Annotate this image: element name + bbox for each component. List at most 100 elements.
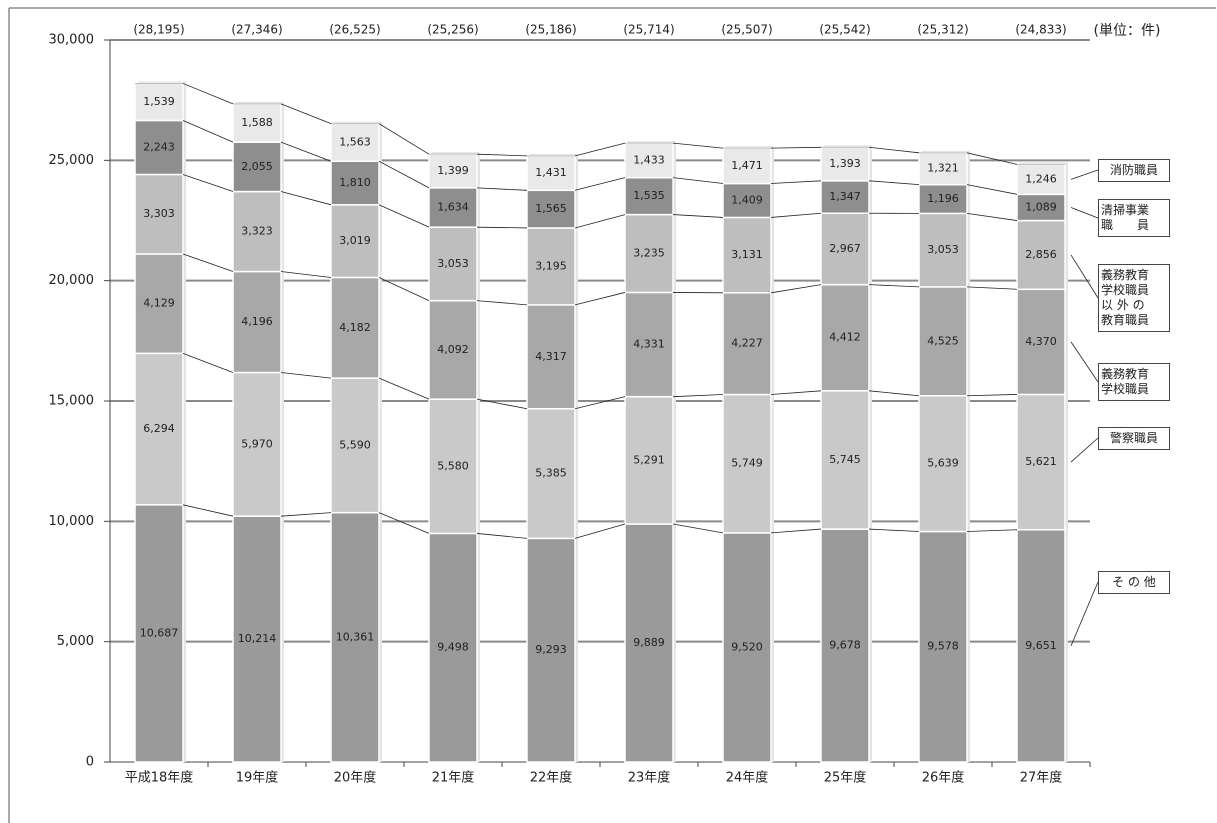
total-label: (25,312) xyxy=(917,23,968,37)
bar-segment xyxy=(820,180,870,214)
value-label: 3,131 xyxy=(731,248,763,261)
value-label: 5,970 xyxy=(241,437,273,450)
bar-segment xyxy=(1016,193,1066,222)
value-label: 1,810 xyxy=(339,176,371,189)
x-tick-label: 19年度 xyxy=(236,770,279,786)
total-label: (26,525) xyxy=(329,23,380,37)
value-label: 1,393 xyxy=(829,157,861,170)
connector xyxy=(280,103,332,125)
connector xyxy=(182,504,234,517)
value-label: 5,621 xyxy=(1025,455,1057,468)
bar-segment xyxy=(330,276,380,379)
x-tick-label: 25年度 xyxy=(824,770,867,786)
value-label: 5,639 xyxy=(927,457,959,470)
connector xyxy=(868,284,920,288)
legend-entry: そ の 他 xyxy=(1098,570,1170,594)
total-label: (27,346) xyxy=(231,23,282,37)
connector xyxy=(574,177,626,191)
connector xyxy=(770,146,822,149)
value-label: 3,195 xyxy=(535,259,567,272)
value-label: 9,651 xyxy=(1025,639,1057,652)
value-label: 1,563 xyxy=(339,135,371,148)
bar-segment xyxy=(918,183,968,215)
bar-segment xyxy=(1016,288,1066,396)
connector xyxy=(182,174,234,192)
legend-entry: 消防職員 xyxy=(1098,158,1170,182)
connector xyxy=(672,394,724,398)
bar-segment xyxy=(918,152,968,186)
connector xyxy=(574,396,626,410)
connector xyxy=(378,377,430,400)
connector xyxy=(574,142,626,157)
x-tick-label: 22年度 xyxy=(530,770,573,786)
legend-entry: 清掃事業 職 員 xyxy=(1098,199,1170,237)
y-tick-label: 10,000 xyxy=(49,514,95,529)
value-label: 4,331 xyxy=(633,338,665,351)
bar-segment xyxy=(232,103,282,143)
legend-leader xyxy=(1070,207,1099,219)
value-label: 5,590 xyxy=(339,438,371,451)
connector xyxy=(672,142,724,149)
bar-segment xyxy=(232,190,282,273)
bar-segment xyxy=(1016,219,1066,291)
x-tick-label: 20年度 xyxy=(334,770,377,786)
value-label: 1,321 xyxy=(927,162,959,175)
value-label: 9,293 xyxy=(535,643,567,656)
y-tick-label: 0 xyxy=(86,755,94,770)
connector xyxy=(476,187,528,191)
value-label: 1,535 xyxy=(633,189,665,202)
connector xyxy=(966,213,1018,221)
unit-label: (単位：件) xyxy=(1094,23,1161,39)
connector xyxy=(770,180,822,184)
bar-segment xyxy=(918,395,968,533)
connector xyxy=(868,528,920,532)
bar-segment xyxy=(722,216,772,294)
value-label: 5,749 xyxy=(731,457,763,470)
bar-segment xyxy=(134,352,184,506)
bar-segment xyxy=(526,537,576,763)
value-label: 5,291 xyxy=(633,453,665,466)
total-label: (25,256) xyxy=(427,23,478,37)
connector xyxy=(378,160,430,189)
y-tick-label: 20,000 xyxy=(49,273,95,288)
value-label: 9,889 xyxy=(633,636,665,649)
value-label: 3,235 xyxy=(633,247,665,260)
bar-segment xyxy=(232,141,282,193)
connector xyxy=(966,152,1018,165)
connector xyxy=(378,204,430,228)
value-label: 9,578 xyxy=(927,640,959,653)
bar-segment xyxy=(722,393,772,534)
value-label: 2,967 xyxy=(829,242,861,255)
connector xyxy=(966,529,1018,532)
connector xyxy=(574,214,626,229)
value-label: 3,053 xyxy=(437,257,469,270)
bar-segment xyxy=(330,511,380,763)
x-tick-label: 平成18年度 xyxy=(125,770,194,786)
total-label: (25,542) xyxy=(819,23,870,37)
y-tick-label: 30,000 xyxy=(49,33,95,48)
value-label: 10,214 xyxy=(238,632,277,645)
connector xyxy=(966,394,1018,397)
value-label: 5,580 xyxy=(437,459,469,472)
value-label: 4,525 xyxy=(927,334,959,347)
total-label: (28,195) xyxy=(133,23,184,37)
x-tick-label: 24年度 xyxy=(726,770,769,786)
value-label: 1,089 xyxy=(1025,200,1057,213)
total-label: (24,833) xyxy=(1015,23,1066,37)
x-tick-label: 21年度 xyxy=(432,770,475,786)
value-label: 1,431 xyxy=(535,166,567,179)
bar-segment xyxy=(330,377,380,514)
bar-segment xyxy=(526,189,576,229)
bar-segment xyxy=(820,390,870,530)
bar-segment xyxy=(134,504,184,763)
value-label: 2,055 xyxy=(241,160,273,173)
bar-segment xyxy=(624,291,674,398)
connector xyxy=(476,398,528,410)
bar-segment xyxy=(1016,528,1066,763)
bar-segment xyxy=(624,176,674,216)
legend-entry: 義務教育 学校職員 以 外 の 教育職員 xyxy=(1098,264,1170,332)
bar-segment xyxy=(820,146,870,182)
bar-segment xyxy=(722,292,772,396)
